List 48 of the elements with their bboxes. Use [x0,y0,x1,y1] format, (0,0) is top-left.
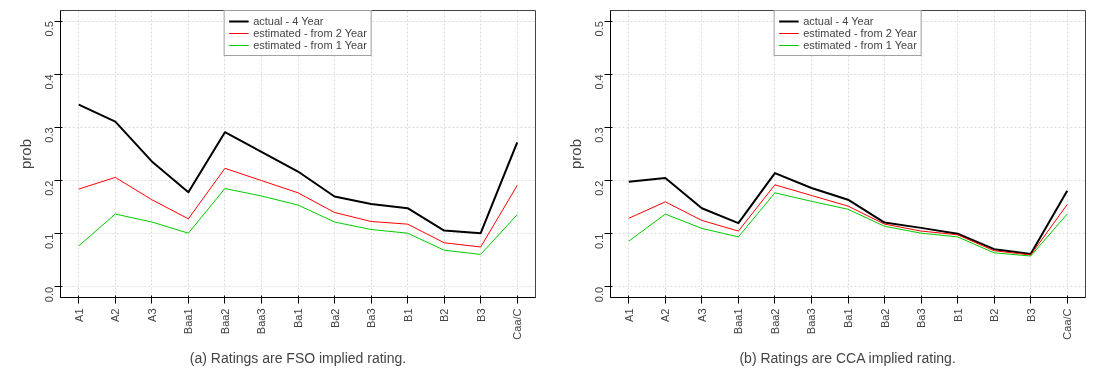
y-tick-label: 0.5 [43,21,56,37]
x-tick-label: B2 [438,308,451,322]
y-tick-label: 0.5 [593,21,606,37]
y-tick-label: 0.0 [593,286,606,303]
y-tick-label: 0.3 [593,127,606,143]
x-tick-label: Baa2 [218,308,231,335]
x-tick-label: Ba3 [365,308,378,329]
x-tick-label: Baa3 [255,308,268,335]
y-tick-label: 0.3 [43,127,56,143]
y-tick-label: 0.4 [593,74,606,90]
x-tick-label: Baa3 [805,308,818,335]
y-tick-label: 0.4 [43,74,56,90]
x-tick-label: Baa2 [768,308,781,335]
legend-label: actual - 4 Year [253,15,324,27]
legend-label: estimated - from 2 Year [803,27,917,39]
y-tick-label: 0.2 [43,180,56,196]
x-tick-label: Baa1 [732,308,745,335]
x-tick-label: Ba1 [292,308,304,329]
x-tick-label: Ba3 [915,308,928,329]
legend-label: actual - 4 Year [803,15,874,27]
y-tick-label: 0.1 [593,233,606,250]
x-tick-label: B1 [401,308,414,322]
legend-label: estimated - from 1 Year [253,39,367,51]
y-axis-title: prob [16,138,34,170]
y-axis-title: prob [566,138,584,170]
x-tick-label: B3 [1024,308,1037,322]
y-tick-label: 0.2 [593,180,606,196]
x-tick-label: B2 [988,308,1001,322]
x-tick-label: A1 [72,308,85,322]
x-tick-label: B1 [951,308,964,322]
legend-label: estimated - from 2 Year [253,27,367,39]
x-tick-label: Ba2 [878,308,891,329]
y-tick-label: 0.0 [43,286,56,303]
x-tick-label: A1 [622,308,635,322]
x-tick-label: Ba1 [842,308,854,329]
x-tick-label: A2 [659,308,672,322]
text: (a) Ratings are FSO implied rating. [189,349,407,366]
x-tick-label: Caa/C [1061,308,1074,340]
x-tick-label: A3 [695,308,708,322]
x-tick-label: Caa/C [511,308,524,340]
x-tick-label: A3 [145,308,158,322]
x-tick-label: Baa1 [182,308,195,335]
legend-label: estimated - from 1 Year [803,39,917,51]
text: (b) Ratings are CCA implied rating. [739,349,956,366]
x-tick-label: A2 [109,308,122,322]
x-tick-label: B3 [474,308,487,322]
x-tick-label: Ba2 [328,308,341,329]
y-tick-label: 0.1 [43,233,56,250]
